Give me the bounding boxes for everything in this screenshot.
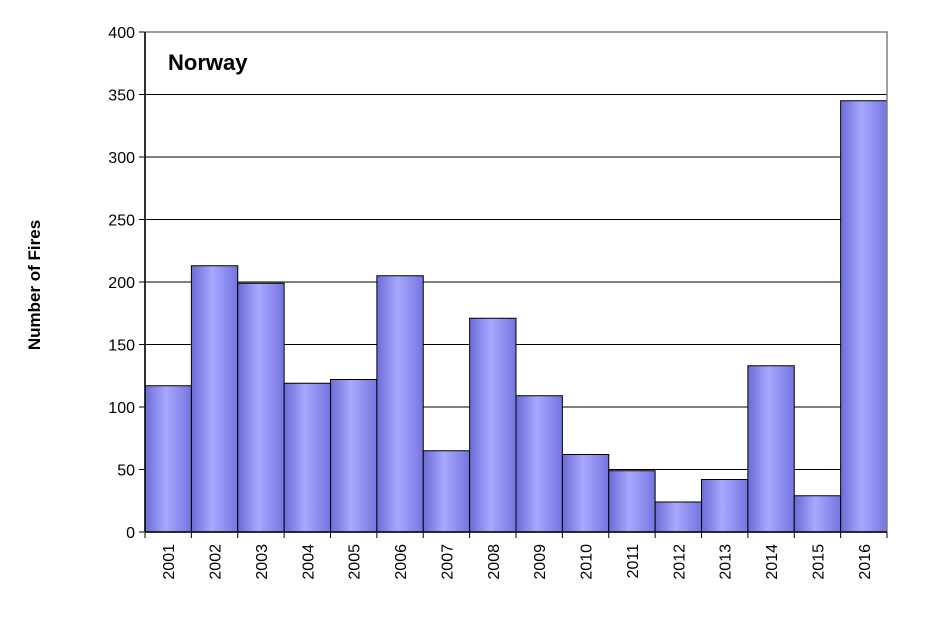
x-tick-label: 2015 (810, 544, 827, 580)
bar-2014 (747, 365, 795, 533)
x-tick-label: 2012 (671, 544, 688, 580)
axes (139, 31, 888, 538)
y-tick-label: 150 (108, 338, 135, 355)
bar-2005 (330, 379, 378, 533)
y-tick-label: 250 (108, 213, 135, 230)
x-tick-label: 2007 (439, 544, 456, 580)
x-tick-label: 2001 (161, 544, 178, 580)
x-tick-label: 2009 (532, 544, 549, 580)
x-tick-label: 2002 (208, 544, 225, 580)
x-tick-label: 2004 (300, 544, 317, 580)
y-tick-labels: 0 50 100 150 200 250 300 350 400 (108, 25, 135, 542)
bar-2008 (469, 317, 517, 533)
bar-2001 (144, 385, 192, 533)
y-tick-label: 0 (126, 525, 135, 542)
x-tick-label: 2016 (857, 544, 874, 580)
bars (144, 100, 888, 533)
x-tick-label: 2014 (764, 544, 781, 580)
chart-title: Norway (168, 50, 248, 75)
bar-2015 (793, 495, 842, 533)
y-tick-label: 400 (108, 25, 135, 42)
x-tick-label: 2003 (254, 544, 271, 580)
bar-2004 (283, 382, 331, 533)
x-tick-label: 2010 (579, 544, 596, 580)
bar-2003 (237, 282, 285, 533)
bar-2016 (840, 100, 888, 533)
x-tick-label: 2005 (347, 544, 364, 580)
y-tick-label: 200 (108, 275, 135, 292)
y-tick-label: 100 (108, 400, 135, 417)
bar-2013 (701, 479, 749, 533)
bar-2012 (654, 501, 702, 533)
y-tick-label: 300 (108, 150, 135, 167)
x-tick-labels: 2001 2002 2003 2004 2005 2006 2007 2008 2009 2010… (161, 544, 874, 580)
y-tick-label: 50 (117, 463, 135, 480)
bar-2007 (422, 450, 471, 533)
x-tick-label: 2013 (718, 544, 735, 580)
bar-2011 (608, 470, 656, 533)
y-tick-label: 350 (108, 88, 135, 105)
bar-2009 (515, 395, 563, 533)
x-tick-label: 2011 (625, 544, 642, 579)
bar-2002 (190, 265, 239, 533)
x-tick-label: 2008 (486, 544, 503, 580)
bar-2006 (376, 275, 424, 533)
x-tick-label: 2006 (393, 544, 410, 580)
bar-2010 (561, 454, 610, 533)
y-axis-label: Number of Fires (25, 220, 44, 350)
